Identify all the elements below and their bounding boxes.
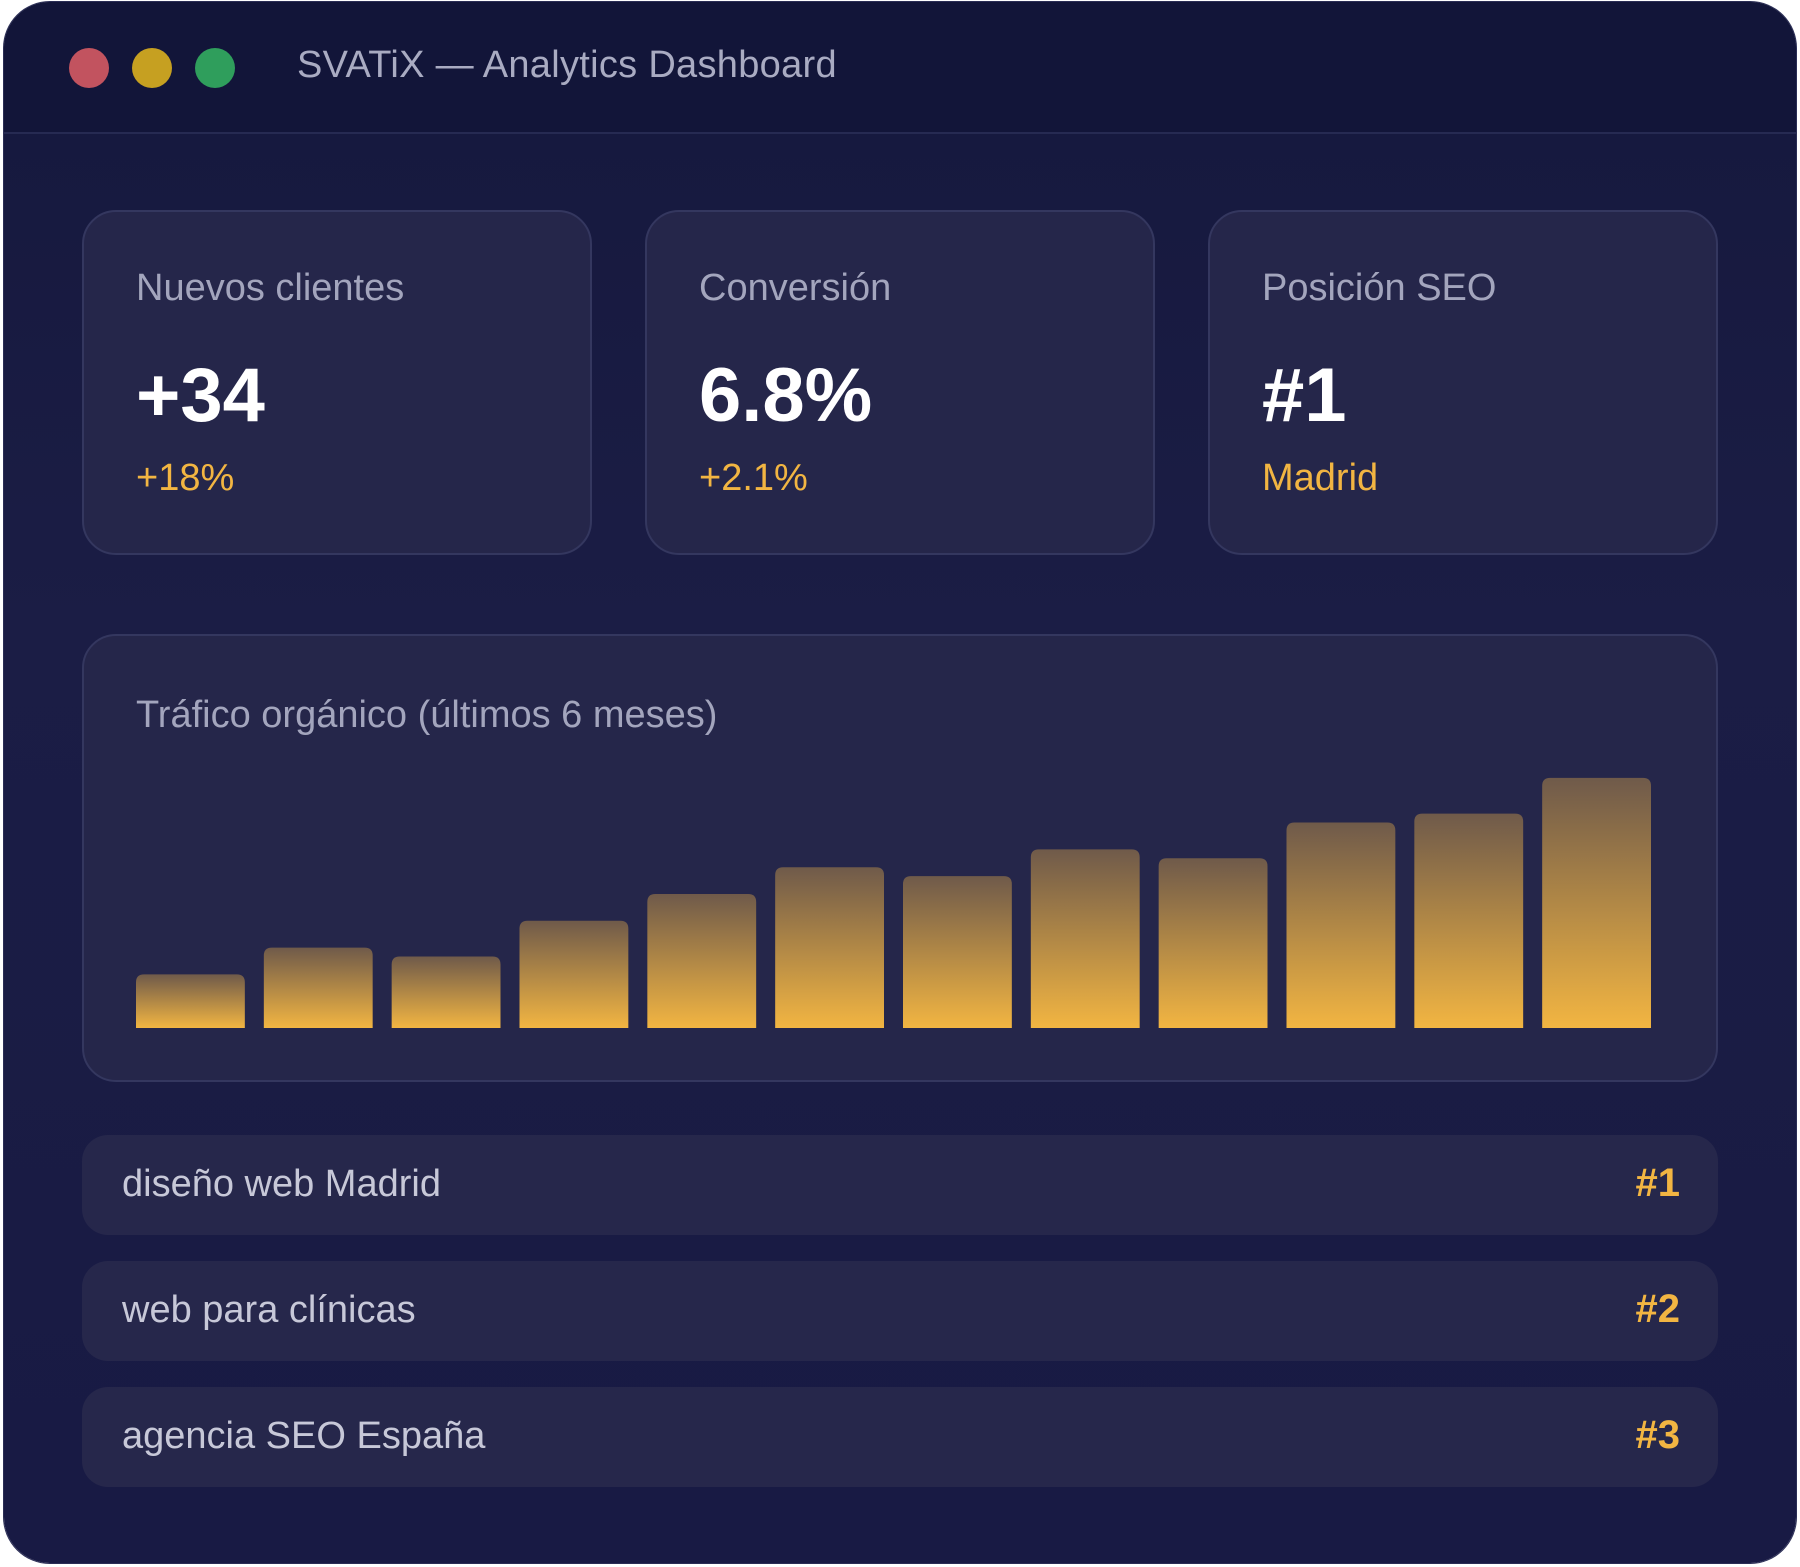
chart-bar-3 bbox=[391, 956, 501, 1028]
chart-bar-9 bbox=[1158, 858, 1268, 1028]
stat-card-new-clients: Nuevos clientes +34 +18% bbox=[82, 210, 592, 555]
chart-bar-12 bbox=[1542, 777, 1651, 1028]
chart-bar-1 bbox=[136, 974, 245, 1028]
stat-label: Posición SEO bbox=[1262, 267, 1497, 309]
chart-bar-5 bbox=[647, 894, 757, 1028]
keyword-rank: #1 bbox=[1635, 1161, 1681, 1205]
keyword-row[interactable]: diseño web Madrid #1 bbox=[82, 1135, 1718, 1235]
app-window: SVATiX — Analytics Dashboard Nuevos clie… bbox=[4, 2, 1796, 1563]
chart-bar-10 bbox=[1286, 822, 1396, 1028]
chart-bar-11 bbox=[1414, 813, 1524, 1028]
chart-bar-8 bbox=[1030, 849, 1140, 1028]
chart-bar-6 bbox=[775, 867, 884, 1028]
organic-traffic-chart-card: Tráfico orgánico (últimos 6 meses) bbox=[82, 634, 1718, 1082]
stat-value: 6.8% bbox=[699, 353, 873, 438]
stat-label: Conversión bbox=[699, 267, 892, 309]
chart-bar-4 bbox=[519, 920, 629, 1028]
stat-value: #1 bbox=[1262, 353, 1347, 438]
window-title: SVATiX — Analytics Dashboard bbox=[297, 44, 837, 86]
stat-change: +18% bbox=[136, 457, 235, 499]
chart-bar-2 bbox=[263, 947, 373, 1028]
keyword-label: web para clínicas bbox=[122, 1289, 416, 1331]
keyword-label: agencia SEO España bbox=[122, 1415, 486, 1457]
stat-change: +2.1% bbox=[699, 457, 808, 499]
stat-card-seo-position: Posición SEO #1 Madrid bbox=[1208, 210, 1718, 555]
keyword-row[interactable]: web para clínicas #2 bbox=[82, 1261, 1718, 1361]
keyword-row[interactable]: agencia SEO España #3 bbox=[82, 1387, 1718, 1487]
stat-card-conversion: Conversión 6.8% +2.1% bbox=[645, 210, 1155, 555]
stat-label: Nuevos clientes bbox=[136, 267, 405, 309]
close-window-button[interactable] bbox=[69, 48, 109, 88]
title-bar: SVATiX — Analytics Dashboard bbox=[4, 2, 1796, 134]
stat-value: +34 bbox=[136, 353, 265, 438]
keyword-rank: #2 bbox=[1635, 1287, 1681, 1331]
keyword-rank: #3 bbox=[1635, 1413, 1681, 1457]
stat-location: Madrid bbox=[1262, 457, 1379, 499]
minimize-window-button[interactable] bbox=[132, 48, 172, 88]
chart-bar-7 bbox=[903, 876, 1012, 1028]
keyword-label: diseño web Madrid bbox=[122, 1163, 441, 1205]
maximize-window-button[interactable] bbox=[195, 48, 235, 88]
chart-title: Tráfico orgánico (últimos 6 meses) bbox=[136, 694, 718, 736]
organic-traffic-chart bbox=[136, 777, 1651, 1028]
